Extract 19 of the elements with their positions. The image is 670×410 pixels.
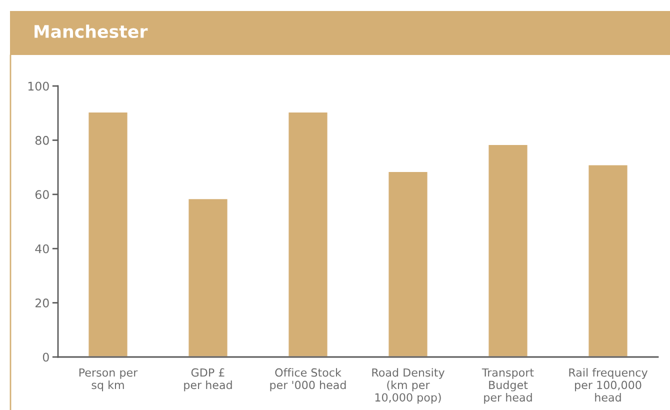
bar xyxy=(187,198,229,357)
x-tick-label: Rail frequency per 100,000 head xyxy=(569,368,648,402)
x-tick-label: Transport Budget per head xyxy=(482,368,534,404)
bar xyxy=(87,111,129,357)
y-tick-label: 20 xyxy=(36,298,49,308)
x-tick-label: Office Stock per '000 head xyxy=(270,368,346,392)
bar xyxy=(587,164,629,357)
x-tick-label: Road Density (km per 10,000 pop) xyxy=(372,368,444,404)
chart-title: Manchester xyxy=(34,24,148,38)
y-tick-label: 40 xyxy=(35,244,49,254)
bar xyxy=(487,144,529,357)
y-tick-label: 60 xyxy=(35,190,49,200)
y-tick-label: 80 xyxy=(35,136,49,145)
y-tick-label: 0 xyxy=(42,352,49,362)
x-tick-label: GDP £ per head xyxy=(184,368,232,392)
bar xyxy=(387,170,429,357)
x-tick-label: Person per sq km xyxy=(79,368,138,392)
y-tick-label: 100 xyxy=(28,82,49,91)
bar xyxy=(287,111,329,357)
